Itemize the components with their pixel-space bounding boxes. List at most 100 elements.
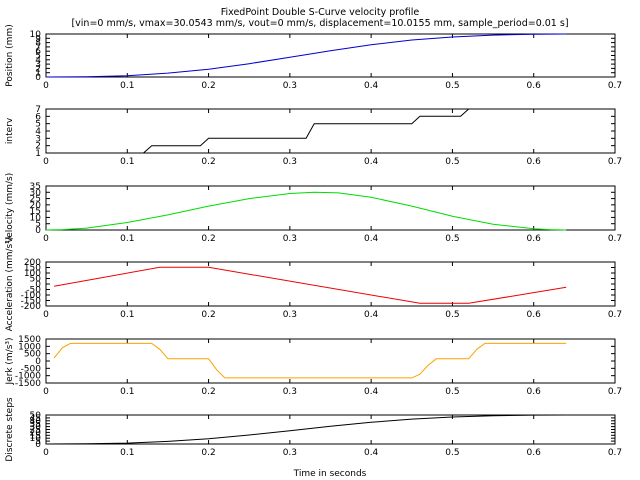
plot-frame [45,414,616,445]
y-tick-label: 1 [35,149,41,159]
plot-frame [45,261,616,307]
y-tick-label: 40 [30,417,42,427]
x-tick-label: 0 [43,157,49,167]
y-axis-label: Discrete steps [5,397,15,462]
x-tick-label: 0 [43,448,49,458]
x-tick-label: 0.6 [527,448,542,458]
y-tick-label: 30 [30,188,42,198]
y-tick-label: 5 [35,220,41,230]
y-tick-label: 7 [35,105,41,115]
x-tick-label: 0.5 [445,234,459,244]
x-tick-label: 0.7 [608,234,622,244]
y-tick-label: 10 [30,434,42,444]
y-tick-label: 3 [35,60,41,70]
subplot-5: 0 0.1 0.2 0.3 0.4 0.5 0.6 0.7-1500-1000-5000500… [5,335,622,397]
y-tick-label: 20 [30,201,42,211]
x-tick-label: 0.5 [445,310,459,320]
x-tick-label: 0.6 [527,310,542,320]
y-tick-label: 15 [30,207,41,217]
x-tick-label: 0.2 [201,234,215,244]
y-tick-label: 4 [35,56,41,66]
x-tick-label: 0 [43,387,49,397]
y-tick-label: 0 [35,280,41,290]
x-tick-label: 0.4 [364,234,379,244]
x-tick-label: 0.2 [201,387,215,397]
x-tick-label: 0.6 [527,157,542,167]
subplot-4: 0 0.1 0.2 0.3 0.4 0.5 0.6 0.7-200-150-100-50050… [5,237,622,332]
x-tick-label: 0.6 [527,387,542,397]
y-tick-label: 6 [35,112,41,122]
y-tick-label: -100 [21,291,42,301]
x-tick-label: 0.6 [527,81,542,91]
y-tick-label: 0 [35,357,41,367]
x-tick-label: 0.1 [120,234,134,244]
chart-subtitle: [vin=0 mm/s, vmax=30.0543 mm/s, vout=0 m… [71,18,568,29]
y-tick-label: -50 [26,286,41,296]
x-tick-label: 0.2 [201,81,215,91]
y-tick-label: 5 [35,120,41,130]
y-tick-label: 8 [35,39,41,49]
x-tick-label: 0.3 [283,234,297,244]
x-tick-label: 0.1 [120,81,134,91]
y-tick-label: 0 [35,73,41,83]
x-tick-label: 0.1 [120,310,134,320]
y-tick-label: 6 [35,47,41,57]
x-tick-label: 0.3 [283,310,297,320]
y-tick-label: -1500 [15,379,41,389]
x-tick-label: 0.3 [283,157,297,167]
x-tick-label: 0.3 [283,387,297,397]
plot-frame [45,338,616,384]
plot-frame [45,185,616,231]
y-tick-label: -1000 [15,372,41,382]
y-tick-label: 5 [35,437,41,447]
series-line [45,414,567,445]
y-tick-label: 25 [30,426,41,436]
y-axis-label: Jerk (m/s³) [5,337,15,385]
y-tick-label: 5 [35,52,41,62]
x-tick-label: 0.7 [608,448,622,458]
x-tick-label: 0 [43,81,49,91]
x-tick-label: 0 [43,310,49,320]
x-tick-label: 0.2 [201,310,215,320]
x-tick-label: 0.5 [445,157,459,167]
x-tick-label: 0.5 [445,387,459,397]
y-axis-label: interv [5,117,15,144]
plot-frame [45,108,616,154]
y-tick-label: 4 [35,127,41,137]
y-tick-label: 2 [35,64,41,74]
y-axis-label: Position (mm) [5,24,15,86]
x-tick-label: 0.4 [364,157,379,167]
y-tick-label: 150 [24,264,41,274]
x-tick-label: 0.1 [120,387,134,397]
x-tick-label: 0.3 [283,448,297,458]
x-tick-label: 0.7 [608,387,622,397]
y-tick-label: 45 [30,414,41,424]
y-axis-label: Velocity (mm/s) [5,173,15,243]
y-tick-label: 15 [30,431,41,441]
y-tick-label: 500 [24,350,41,360]
y-tick-label: 10 [30,213,42,223]
x-tick-label: 0 [43,234,49,244]
x-tick-label: 0.4 [364,310,379,320]
x-tick-label: 0.3 [283,81,297,91]
y-tick-label: 20 [30,428,42,438]
x-tick-label: 0.7 [608,157,622,167]
y-tick-label: 25 [30,195,41,205]
series-line [45,191,567,231]
y-tick-label: 2 [35,142,41,152]
y-tick-label: 1 [35,69,41,79]
x-tick-label: 0.1 [120,448,134,458]
y-tick-label: 9 [35,34,41,44]
y-tick-label: 50 [30,275,42,285]
plot-frame [45,33,616,78]
series-line [54,266,567,304]
y-tick-label: -200 [21,302,42,312]
x-tick-label: 0.2 [201,448,215,458]
series-line [53,342,567,379]
y-tick-label: 30 [30,423,42,433]
y-tick-label: 50 [30,411,42,421]
series-line [45,33,567,78]
y-tick-label: -500 [21,364,42,374]
